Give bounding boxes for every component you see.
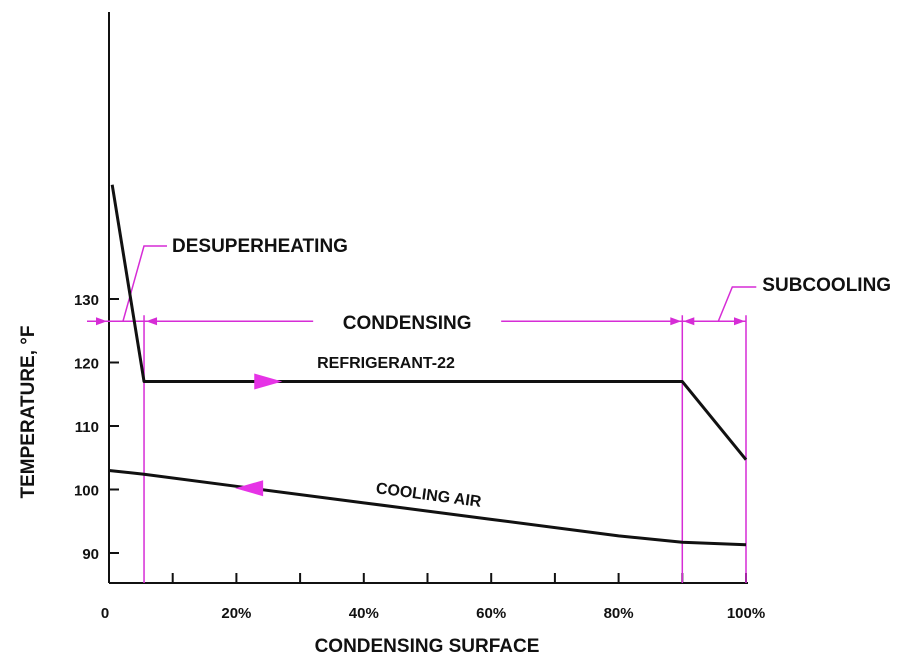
desuperheating-arrow-left — [96, 317, 107, 326]
cooling-air-line — [108, 468, 747, 547]
y-axis-label: TEMPERATURE, °F — [18, 326, 39, 499]
y-tick-label: 130 — [74, 292, 99, 309]
refrigerant-22-label: REFRIGERANT-22 — [317, 355, 455, 372]
refrigerant-flow-arrow — [254, 373, 283, 390]
condensing-arrow-right — [670, 317, 682, 326]
refrigerant-22-line — [110, 184, 748, 461]
axes: 90 100 110 120 130 0 20% 40% 60% 80% 100% — [74, 12, 765, 622]
subcooling-leader — [717, 286, 757, 322]
x-axis-label: CONDENSING SURFACE — [315, 636, 540, 657]
subcooling-arrow-right — [734, 317, 745, 326]
x-tick-label: 100% — [727, 605, 765, 622]
y-tick-label: 90 — [82, 546, 99, 563]
condensing-label: CONDENSING — [343, 313, 472, 334]
x-tick-label: 60% — [476, 605, 506, 622]
y-tick-label: 120 — [74, 356, 99, 373]
x-tick-label: 0 — [101, 605, 109, 622]
y-ticks: 90 100 110 120 130 — [74, 292, 119, 563]
y-tick-label: 100 — [74, 483, 99, 500]
x-ticks: 0 20% 40% 60% 80% 100% — [101, 573, 765, 622]
y-tick-label: 110 — [75, 419, 99, 436]
x-tick-label: 20% — [221, 605, 251, 622]
air-flow-arrow — [235, 480, 264, 497]
x-tick-label: 40% — [349, 605, 379, 622]
subcooling-arrow-left — [683, 317, 695, 326]
desuperheating-label: DESUPERHEATING — [172, 236, 348, 257]
x-tick-label: 80% — [604, 605, 634, 622]
region-annotations: CONDENSING DESUPERHEATING SUBCOOLING — [87, 236, 891, 583]
subcooling-label: SUBCOOLING — [762, 275, 891, 296]
